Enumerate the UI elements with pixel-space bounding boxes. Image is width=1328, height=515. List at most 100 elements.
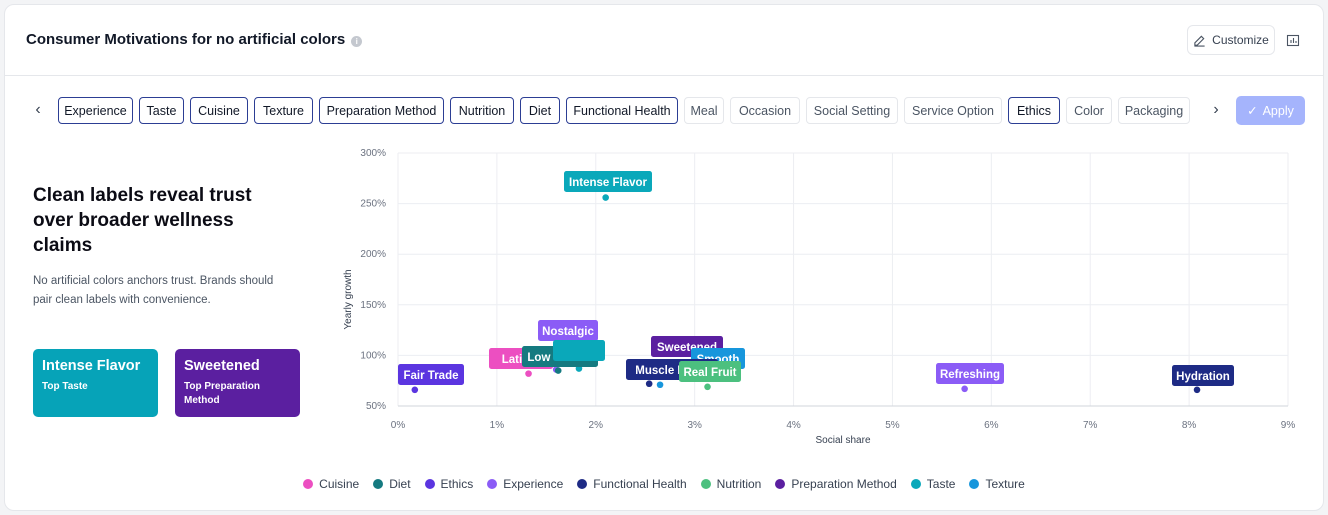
- x-tick-label: 9%: [1281, 420, 1296, 431]
- legend-swatch: [910, 479, 921, 489]
- export-chart-icon[interactable]: [1285, 32, 1301, 48]
- card-title: Consumer Motivations for no artificial c…: [26, 31, 363, 48]
- legend-item[interactable]: Preparation Method: [775, 477, 897, 491]
- filter-chip-diet[interactable]: Diet: [520, 97, 560, 124]
- filter-chip-meal[interactable]: Meal: [684, 97, 724, 124]
- info-icon[interactable]: i: [351, 36, 363, 47]
- legend-item[interactable]: Nutrition: [700, 477, 762, 491]
- legend-label: Texture: [985, 477, 1025, 491]
- x-tick-label: 5%: [885, 420, 900, 431]
- x-tick-label: 8%: [1182, 420, 1197, 431]
- filter-chip-social-setting[interactable]: Social Setting: [806, 97, 898, 124]
- legend-swatch: [775, 479, 786, 489]
- data-point: [656, 381, 664, 389]
- filter-chip-ethics[interactable]: Ethics: [1008, 97, 1060, 124]
- filter-chip-nutrition[interactable]: Nutrition: [450, 97, 514, 124]
- tile-caption: Top Taste: [42, 381, 88, 392]
- chart-card: Consumer Motivations for no artificial c…: [4, 4, 1324, 511]
- point-label-text: Real Fruit: [683, 367, 736, 379]
- x-tick-label: 2%: [589, 420, 604, 431]
- tile-value: Sweetened: [184, 358, 260, 374]
- point-label-bg: [538, 320, 598, 341]
- point-label-bg: [936, 363, 1004, 384]
- x-tick-label: 6%: [984, 420, 999, 431]
- apply-label: Apply: [1262, 103, 1294, 118]
- legend-swatch: [487, 479, 498, 489]
- data-point: [645, 380, 653, 388]
- check-icon: ✓: [1247, 104, 1258, 118]
- legend-swatch: [424, 479, 435, 489]
- point-label[interactable]: Nostalgic: [538, 320, 598, 341]
- edit-icon: [1194, 35, 1205, 47]
- legend-item[interactable]: Functional Health: [577, 477, 687, 491]
- point-label[interactable]: Real Fruit: [679, 361, 741, 382]
- point-label-bg: [1172, 365, 1234, 386]
- legend-label: Preparation Method: [791, 477, 897, 491]
- x-tick-label: 0%: [391, 420, 406, 431]
- point-label-bg: [398, 364, 464, 385]
- point-label[interactable]: Fair Trade: [398, 364, 464, 385]
- apply-button[interactable]: ✓ Apply: [1236, 96, 1305, 125]
- legend-label: Taste: [926, 477, 956, 491]
- legend-label: Ethics: [440, 477, 474, 491]
- legend-label: Cuisine: [319, 477, 360, 491]
- filter-chip-texture[interactable]: Texture: [254, 97, 313, 124]
- y-tick-label: 200%: [360, 249, 386, 260]
- filter-bar: ‹ Experience Taste Cuisine Texture Preparati…: [5, 96, 1323, 126]
- point-label-bg: [553, 340, 605, 361]
- legend-item[interactable]: Taste: [910, 477, 956, 491]
- point-label[interactable]: Refreshing: [936, 363, 1004, 384]
- legend-swatch: [577, 479, 588, 489]
- x-tick-label: 3%: [687, 420, 702, 431]
- point-label-text: Hydration: [1176, 371, 1230, 383]
- point-label-bg: [679, 361, 741, 382]
- legend-item[interactable]: Cuisine: [303, 477, 359, 491]
- legend-label: Nutrition: [716, 477, 762, 491]
- tile-value: Intense Flavor: [42, 358, 141, 374]
- filter-chip-preparation-method[interactable]: Preparation Method: [319, 97, 444, 124]
- point-label-bg: [564, 171, 652, 192]
- legend-label: Diet: [389, 477, 411, 491]
- title-text: Consumer Motivations for no artificial c…: [26, 31, 346, 48]
- customize-label: Customize: [1212, 33, 1269, 47]
- customize-button[interactable]: Customize: [1187, 25, 1275, 55]
- point-label[interactable]: Hydration: [1172, 365, 1234, 386]
- insight-headline: Clean labels reveal trust over broader w…: [33, 185, 252, 256]
- card-header: Consumer Motivations for no artificial c…: [5, 5, 1323, 76]
- legend-item[interactable]: Diet: [373, 477, 411, 491]
- data-point: [554, 367, 562, 374]
- scatter-chart: 0% 1% 2% 3% 4% 5% 6% 7% 8% 9% 50% 100% 150% 200% 250% 3…: [343, 148, 1296, 446]
- point-label[interactable]: [553, 340, 605, 361]
- x-tick-label: 1%: [490, 420, 505, 431]
- point-label-text: Intense Flavor: [569, 177, 647, 189]
- insight-tile-preparation: Sweetened Top Preparation Method: [175, 349, 300, 417]
- data-point: [961, 385, 968, 393]
- filter-chip-taste[interactable]: Taste: [139, 97, 184, 124]
- tile-caption: Top Preparation Method: [184, 381, 260, 406]
- filter-chip-functional-health[interactable]: Functional Health: [566, 97, 678, 124]
- filter-chip-service-option[interactable]: Service Option: [904, 97, 1002, 124]
- filter-chip-cuisine[interactable]: Cuisine: [190, 97, 248, 124]
- legend-item[interactable]: Texture: [969, 477, 1025, 491]
- data-point: [525, 370, 532, 377]
- data-point: [1193, 386, 1201, 394]
- data-point: [704, 383, 711, 391]
- legend-item[interactable]: Ethics: [424, 477, 474, 491]
- filter-chip-color[interactable]: Color: [1066, 97, 1112, 124]
- chevron-left-icon[interactable]: ‹: [35, 101, 41, 118]
- data-point: [602, 194, 609, 201]
- insight-description: No artificial colors anchors trust. Bran…: [33, 275, 274, 306]
- point-label-text: Nostalgic: [542, 326, 594, 338]
- legend-item[interactable]: Experience: [487, 477, 563, 491]
- x-axis-label: Social share: [815, 435, 870, 446]
- legend-swatch: [373, 479, 384, 489]
- chevron-right-icon[interactable]: ›: [1213, 101, 1219, 118]
- x-tick-label: 4%: [786, 420, 801, 431]
- filter-chip-occasion[interactable]: Occasion: [730, 97, 800, 124]
- legend-swatch: [700, 479, 711, 489]
- filter-chip-experience[interactable]: Experience: [58, 97, 133, 124]
- point-label[interactable]: Intense Flavor: [564, 171, 652, 192]
- filter-chip-packaging[interactable]: Packaging: [1118, 97, 1190, 124]
- y-tick-label: 250%: [360, 199, 386, 210]
- y-tick-label: 150%: [360, 300, 386, 311]
